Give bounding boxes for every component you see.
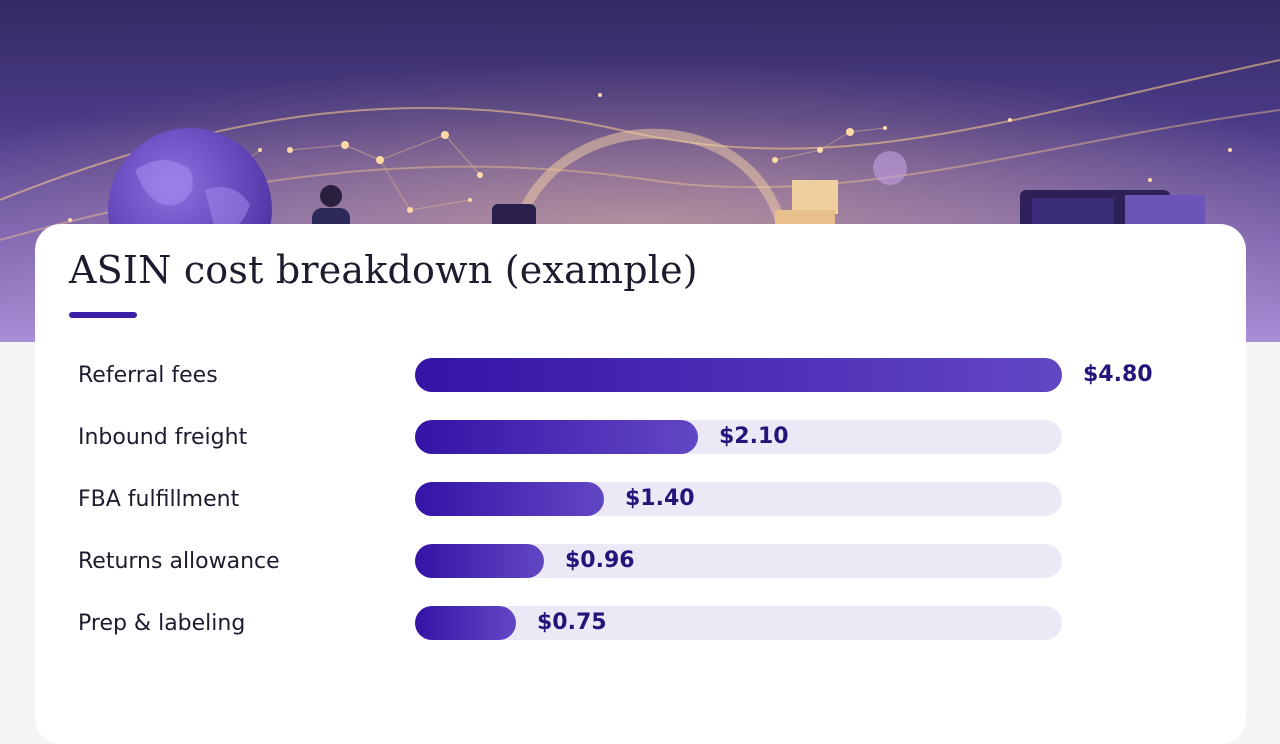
category-label: Inbound freight (78, 425, 248, 450)
bar (415, 482, 604, 516)
bar (415, 544, 544, 578)
bar-track (415, 482, 1062, 516)
data-label: $2.10 (719, 424, 789, 449)
category-label: Prep & labeling (78, 611, 246, 636)
bar (415, 606, 516, 640)
bar-row: Referral fees $4.80 (35, 358, 1246, 394)
data-label: $4.80 (1083, 362, 1153, 387)
bar-row: FBA fulfillment $1.40 (35, 482, 1246, 518)
bar-row: Returns allowance $0.96 (35, 544, 1246, 580)
chart-title: ASIN cost breakdown (example) (69, 248, 698, 292)
bar-track (415, 544, 1062, 578)
data-label: $0.96 (565, 548, 635, 573)
bar-track (415, 606, 1062, 640)
bar (415, 420, 698, 454)
bar (415, 358, 1062, 392)
bar-row: Prep & labeling $0.75 (35, 606, 1246, 642)
category-label: Referral fees (78, 363, 218, 388)
cost-breakdown-card: ASIN cost breakdown (example) Referral f… (35, 224, 1246, 744)
category-label: FBA fulfillment (78, 487, 240, 512)
data-label: $1.40 (625, 486, 695, 511)
bar-row: Inbound freight $2.10 (35, 420, 1246, 456)
bar-track (415, 358, 1062, 392)
data-label: $0.75 (537, 610, 607, 635)
bar-track (415, 420, 1062, 454)
category-label: Returns allowance (78, 549, 280, 574)
title-accent-underline (69, 312, 137, 318)
